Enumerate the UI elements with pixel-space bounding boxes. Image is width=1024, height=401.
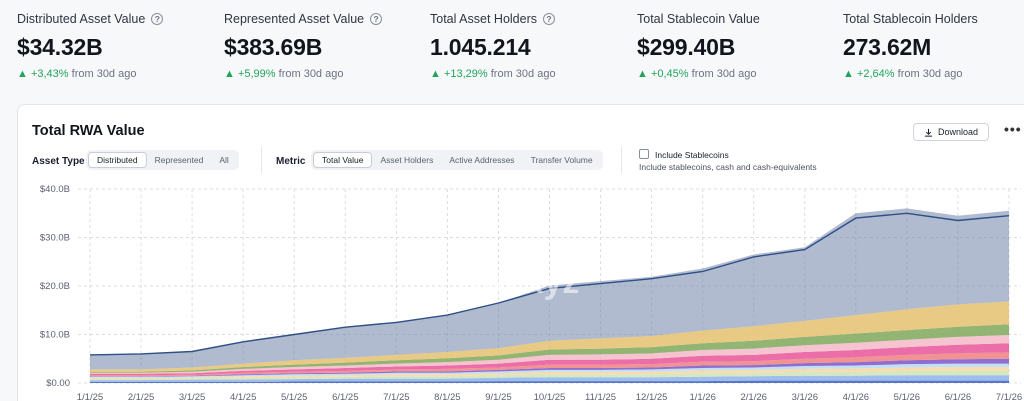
rwa-value-card: Total RWA Value Download ••• Asset Type … (17, 104, 1024, 401)
stat-value: 1.045.214 (430, 34, 531, 60)
stat-value: $383.69B (224, 34, 323, 60)
area-series-4[interactable] (90, 363, 1009, 378)
x-tick-label: 4/1/26 (843, 392, 869, 401)
area-series-3[interactable] (90, 367, 1009, 379)
stat-total-stablecoin-holders: Total Stablecoin Holders 273.62M ▲ +2,64… (843, 12, 978, 80)
metric-active-addresses[interactable]: Active Addresses (449, 155, 515, 165)
stat-label: Total Stablecoin Holders (843, 12, 978, 26)
metric-total-value[interactable]: Total Value (313, 152, 373, 168)
x-tick-label: 3/1/25 (179, 392, 205, 401)
download-label: Download (937, 127, 979, 137)
x-tick-label: 10/1/25 (534, 392, 566, 401)
metric-transfer-volume[interactable]: Transfer Volume (530, 155, 593, 165)
stat-value: $299.40B (637, 34, 736, 60)
watermark-logo: rwa.xyz (457, 263, 580, 301)
x-tick-label: 4/1/25 (230, 392, 256, 401)
asset-type-all[interactable]: All (219, 155, 229, 165)
stat-total-asset-holders: Total Asset Holders? 1.045.214 ▲ +13,29%… (430, 12, 556, 80)
x-tick-label: 6/1/26 (945, 392, 971, 401)
info-icon[interactable]: ? (151, 13, 164, 25)
stat-label: Represented Asset Value (224, 12, 365, 26)
x-tick-label: 12/1/25 (636, 392, 668, 401)
area-series-0[interactable] (90, 380, 1009, 383)
area-series-6[interactable] (90, 352, 1009, 377)
stat-distributed-asset-value: Distributed Asset Value? $34.32B ▲ +3,43… (17, 12, 164, 80)
asset-type-represented[interactable]: Represented (154, 155, 204, 165)
x-tick-label: 8/1/25 (434, 392, 460, 401)
stat-change: ▲ +0,45% from 30d ago (637, 68, 757, 80)
metric-asset-holders[interactable]: Asset Holders (380, 155, 434, 165)
x-tick-label: 5/1/26 (894, 392, 920, 401)
asset-type-label: Asset Type (32, 156, 85, 167)
stat-label: Distributed Asset Value (17, 12, 146, 26)
stat-change: ▲ +3,43% from 30d ago (17, 68, 137, 80)
stat-change: ▲ +2,64% from 30d ago (843, 68, 963, 80)
divider (621, 147, 622, 173)
download-icon (924, 128, 933, 137)
area-series-1[interactable] (90, 375, 1009, 382)
y-tick-label: $30.0B (40, 233, 70, 244)
stat-value: $34.32B (17, 34, 103, 60)
stats-bar: Distributed Asset Value? $34.32B ▲ +3,43… (0, 0, 1024, 100)
download-button[interactable]: Download (913, 123, 989, 141)
stat-value: 273.62M (843, 34, 932, 60)
x-tick-label: 6/1/25 (332, 392, 358, 401)
include-stablecoins-label[interactable]: Include Stablecoins (655, 150, 729, 160)
x-tick-label: 7/1/25 (383, 392, 409, 401)
area-series-5[interactable] (90, 358, 1009, 377)
stat-total-stablecoin-value: Total Stablecoin Value $299.40B ▲ +0,45%… (637, 12, 760, 80)
y-tick-label: $0.00 (46, 378, 70, 389)
divider (261, 147, 262, 173)
info-icon[interactable]: ? (543, 13, 555, 25)
stat-change: ▲ +13,29% from 30d ago (430, 68, 556, 80)
y-tick-label: $40.0B (40, 184, 70, 195)
y-tick-label: $10.0B (40, 330, 70, 341)
asset-type-selector: Distributed Represented All (86, 150, 239, 170)
x-tick-label: 2/1/26 (741, 392, 767, 401)
metric-selector: Total Value Asset Holders Active Address… (311, 150, 603, 170)
total-value-line (89, 212, 1010, 356)
up-arrow-icon: ▲ (17, 68, 28, 80)
info-icon[interactable]: ? (370, 13, 383, 25)
stat-label: Total Asset Holders (430, 12, 537, 26)
x-tick-label: 3/1/26 (792, 392, 818, 401)
metric-label: Metric (276, 156, 306, 167)
x-tick-label: 7/1/26 (996, 392, 1022, 401)
up-arrow-icon: ▲ (843, 68, 854, 80)
card-title: Total RWA Value (32, 123, 145, 139)
more-options-icon[interactable]: ••• (1004, 121, 1022, 137)
asset-type-distributed[interactable]: Distributed (88, 152, 147, 168)
area-series-10[interactable] (90, 301, 1009, 372)
stat-change: ▲ +5,99% from 30d ago (224, 68, 344, 80)
y-tick-label: $20.0B (40, 281, 70, 292)
up-arrow-icon: ▲ (224, 68, 235, 80)
include-stablecoins-description: Include stablecoins, cash and cash-equiv… (639, 162, 817, 172)
stat-label: Total Stablecoin Value (637, 12, 760, 26)
x-tick-label: 1/1/25 (77, 392, 103, 401)
x-tick-label: 1/1/26 (689, 392, 715, 401)
x-tick-label: 2/1/25 (128, 392, 154, 401)
x-tick-label: 9/1/25 (485, 392, 511, 401)
stat-represented-asset-value: Represented Asset Value? $383.69B ▲ +5,9… (224, 12, 383, 80)
rwa-value-stacked-area-chart: $0.00 $10.0B $20.0B $30.0B $40.0B 1/1/25 2/1/2… (40, 184, 1022, 401)
area-series-2[interactable] (90, 370, 1009, 381)
up-arrow-icon: ▲ (637, 68, 648, 80)
up-arrow-icon: ▲ (430, 68, 441, 80)
include-stablecoins-checkbox[interactable] (639, 149, 649, 159)
x-tick-label: 11/1/25 (585, 392, 616, 401)
x-tick-label: 5/1/25 (281, 392, 307, 401)
